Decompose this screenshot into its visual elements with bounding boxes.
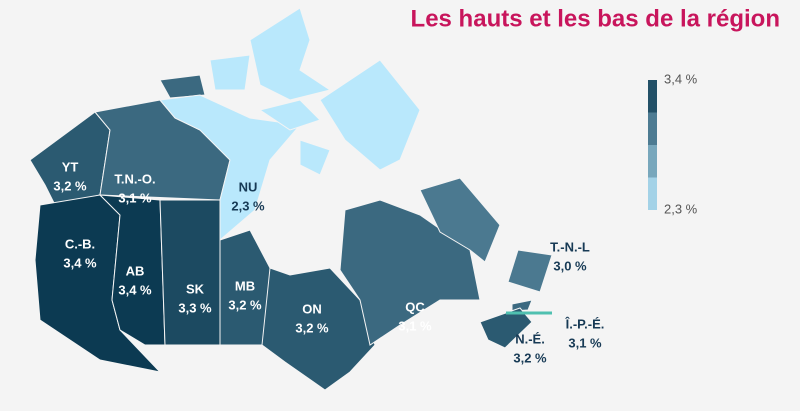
region-value: 3,1 % xyxy=(568,335,602,350)
region xyxy=(159,199,221,346)
region-name: T.-N.-L xyxy=(550,239,590,254)
region-name: YT xyxy=(62,159,79,174)
region xyxy=(159,94,301,242)
region-name: ON xyxy=(302,301,322,316)
region xyxy=(479,307,533,349)
region-value: 3,3 % xyxy=(178,300,212,315)
legend-label: 2,3 % xyxy=(664,201,698,216)
region xyxy=(258,99,321,131)
region-name: Î.-P.-É. xyxy=(565,316,605,331)
map-title: Les hauts et les bas de la région xyxy=(411,5,780,32)
region xyxy=(507,249,553,293)
region xyxy=(261,267,376,391)
region xyxy=(511,299,533,312)
region-value: 3,1 % xyxy=(398,318,432,333)
region xyxy=(319,59,421,171)
region xyxy=(419,177,501,263)
region xyxy=(249,7,332,101)
region-value: 2,3 % xyxy=(231,198,265,213)
region-name: NU xyxy=(239,179,258,194)
region-value: 3,2 % xyxy=(53,178,87,193)
legend-swatch xyxy=(648,80,657,113)
region-name: N.-É. xyxy=(515,331,545,346)
region-name: C.-B. xyxy=(65,236,95,251)
region-value: 3,2 % xyxy=(295,320,329,335)
region xyxy=(339,199,481,346)
region-value: 3,4 % xyxy=(118,282,152,297)
region xyxy=(209,54,251,91)
region-value: 3,0 % xyxy=(553,258,587,273)
region-value: 3,4 % xyxy=(63,255,97,270)
region-value: 3,1 % xyxy=(118,190,152,205)
region-name: QC xyxy=(405,299,425,314)
region-name: MB xyxy=(235,278,255,293)
region-name: AB xyxy=(126,263,145,278)
region-name: SK xyxy=(186,281,205,296)
legend-swatch xyxy=(648,112,657,145)
region-value: 3,2 % xyxy=(513,350,547,365)
region-value: 3,2 % xyxy=(228,297,262,312)
region-name: T.N.-O. xyxy=(114,171,155,186)
legend-swatch xyxy=(648,177,657,210)
region xyxy=(159,74,206,99)
region xyxy=(299,139,331,176)
legend-swatch xyxy=(648,145,657,178)
legend-label: 3,4 % xyxy=(664,71,698,86)
